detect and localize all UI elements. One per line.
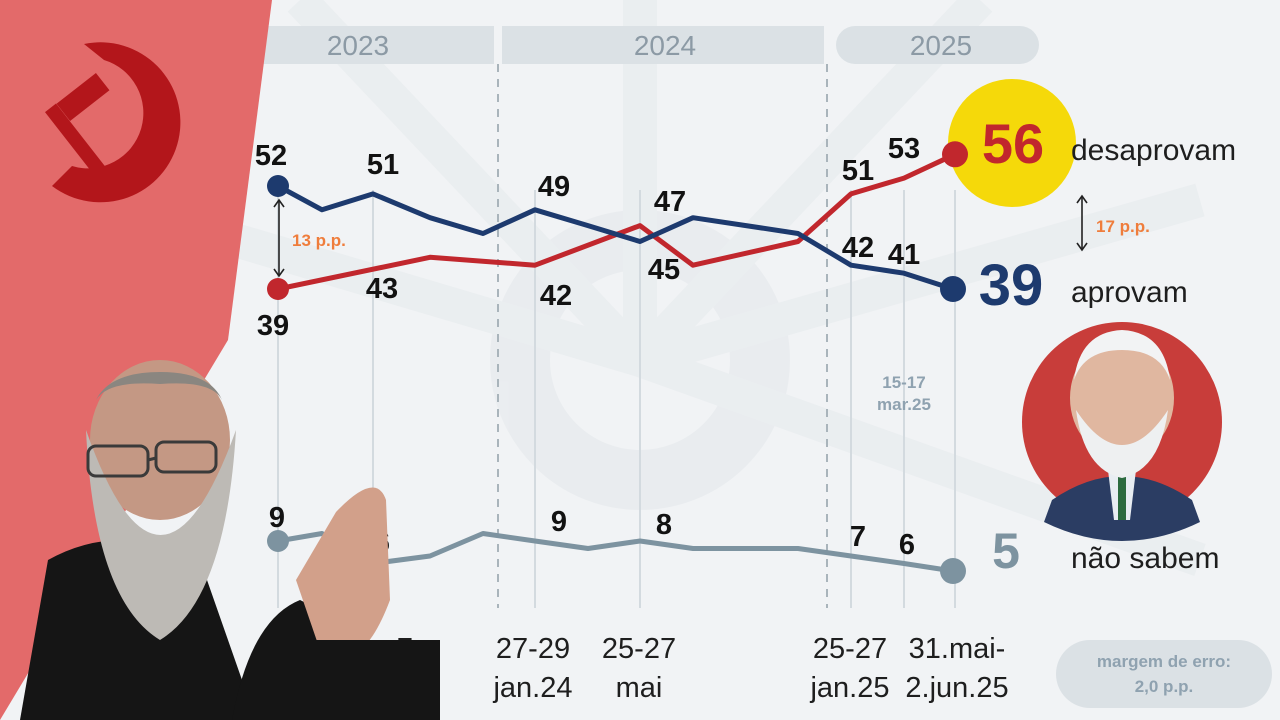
margin-of-error-box: margem de erro: 2,0 p.p. bbox=[1056, 640, 1272, 708]
start-point-desaprovam bbox=[267, 278, 289, 300]
series-line-aprovam bbox=[275, 183, 956, 292]
data-label-nao-sabem-3: 8 bbox=[656, 509, 672, 541]
gap-label-end: 17 p.p. bbox=[1096, 217, 1150, 236]
date-label-3-line1: 25-27 bbox=[813, 633, 887, 665]
gap-arrow-end bbox=[1076, 194, 1088, 252]
highlight-circle bbox=[948, 79, 1076, 207]
end-point-aprovam bbox=[940, 276, 966, 302]
end-point-nao-sabem bbox=[940, 558, 966, 584]
date-label-1-line1: 27-29 bbox=[496, 633, 570, 665]
data-label-aprovam-3: 45 bbox=[648, 254, 680, 286]
data-label-aprovam-1: 51 bbox=[367, 149, 399, 181]
data-label-desaprovam-5: 53 bbox=[888, 133, 920, 165]
year-label-2024: 2024 bbox=[634, 30, 696, 61]
date-label-4-line1: 31.mai- bbox=[909, 633, 1006, 665]
survey-note-line1: 15-17 bbox=[882, 373, 925, 392]
data-label-desaprovam-0: 39 bbox=[257, 310, 289, 342]
year-band-2024 bbox=[502, 26, 824, 64]
start-point-nao-sabem bbox=[267, 530, 289, 552]
date-label-1-line2: jan.24 bbox=[492, 672, 572, 704]
year-dividers bbox=[497, 64, 828, 608]
gap-arrow-start bbox=[273, 198, 285, 278]
year-label-2023: 2023 bbox=[327, 30, 389, 61]
data-label-desaprovam-1: 43 bbox=[366, 273, 398, 305]
final-value-desaprovam: 56 bbox=[982, 112, 1044, 175]
person-photo bbox=[1022, 322, 1222, 541]
gap-label-start: 13 p.p. bbox=[292, 231, 346, 250]
year-band-2025 bbox=[836, 26, 1039, 64]
data-label-aprovam-5: 41 bbox=[888, 239, 920, 271]
host-photo bbox=[20, 360, 440, 720]
series-label-desaprovam: desaprovam bbox=[1071, 134, 1236, 167]
data-label-nao-sabem-2: 9 bbox=[551, 506, 567, 538]
start-point-aprovam bbox=[267, 175, 289, 197]
end-point-desaprovam bbox=[942, 141, 968, 168]
date-label-2-line1: 25-27 bbox=[602, 633, 676, 665]
margin-line2: 2,0 p.p. bbox=[1135, 677, 1194, 696]
data-label-desaprovam-2: 42 bbox=[540, 280, 572, 312]
series-label-aprovam: aprovam bbox=[1071, 276, 1188, 309]
data-label-nao-sabem-5: 6 bbox=[899, 529, 915, 561]
final-value-aprovam: 39 bbox=[979, 253, 1044, 318]
flag-panel bbox=[0, 0, 272, 720]
hammer-sickle-icon bbox=[45, 42, 181, 203]
data-label-nao-sabem-4: 7 bbox=[850, 521, 866, 553]
date-label-3-line2: jan.25 bbox=[809, 672, 889, 704]
date-label-2-line2: mai bbox=[616, 672, 663, 704]
data-label-aprovam-4: 42 bbox=[842, 232, 874, 264]
data-label-aprovam-2: 49 bbox=[538, 171, 570, 203]
date-label-4-line2: 2.jun.25 bbox=[905, 672, 1008, 704]
final-value-nao-sabem: 5 bbox=[992, 523, 1020, 579]
year-band-2023 bbox=[258, 26, 494, 64]
series-line-desaprovam bbox=[275, 151, 958, 292]
data-label-desaprovam-4: 51 bbox=[842, 155, 874, 187]
survey-note-line2: mar.25 bbox=[877, 395, 931, 414]
data-label-desaprovam-3: 47 bbox=[654, 186, 686, 218]
data-label-aprovam-0: 52 bbox=[255, 140, 287, 172]
year-label-2025: 2025 bbox=[910, 30, 972, 61]
survey-gridlines bbox=[277, 190, 956, 608]
year-header: 2023 2024 2025 bbox=[258, 26, 1039, 64]
margin-line1: margem de erro: bbox=[1097, 652, 1231, 671]
series-label-nao-sabem: não sabem bbox=[1071, 542, 1219, 575]
data-label-nao-sabem-0: 9 bbox=[269, 502, 285, 534]
